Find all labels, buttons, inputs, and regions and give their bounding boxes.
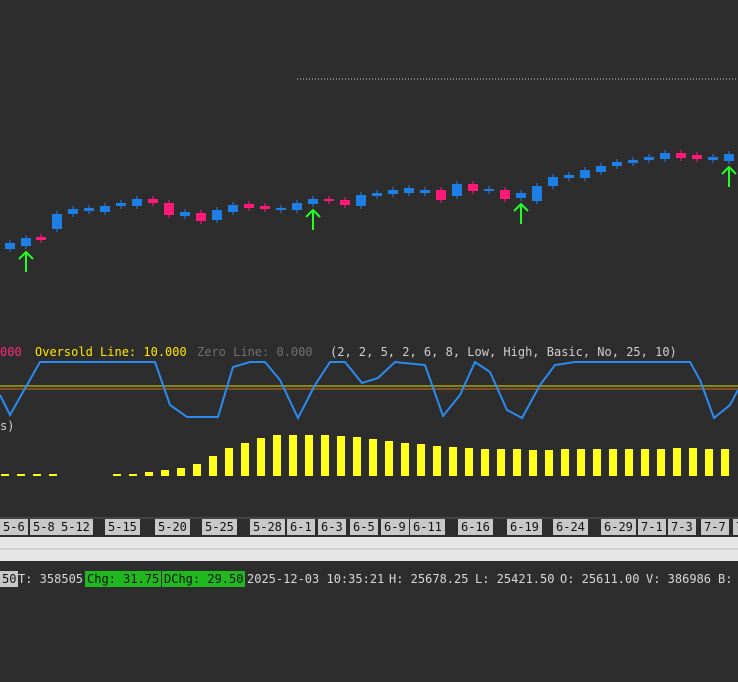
histogram-bar <box>689 448 697 476</box>
date-label: 6-9 <box>381 519 409 535</box>
status-low: L: 25421.50 <box>475 572 555 586</box>
status-time: 2025-12-03 10:35:21 <box>247 572 385 586</box>
date-label: 6-1 <box>287 519 315 535</box>
status-open: O: 25611.00 <box>560 572 640 586</box>
histogram-bar <box>193 464 201 476</box>
status-bid: B: 2 <box>718 572 738 586</box>
histogram-bar <box>145 472 153 476</box>
date-label: 6-29 <box>601 519 636 535</box>
oscillator-line <box>0 360 738 421</box>
histogram-bar <box>385 441 393 476</box>
histogram-bar <box>673 448 681 476</box>
indicator-label: s) <box>0 419 15 433</box>
histogram-bar <box>609 449 617 476</box>
date-label: 5-8 <box>30 519 58 535</box>
legend-params: (2, 2, 5, 2, 6, 8, Low, High, Basic, No,… <box>330 345 677 359</box>
date-label: 5-12 <box>58 519 93 535</box>
status-volume: V: 386986 <box>646 572 712 586</box>
histogram-bar <box>657 449 665 476</box>
date-label: 6-16 <box>458 519 493 535</box>
histogram-bar <box>561 449 569 476</box>
histogram-bar <box>705 449 713 476</box>
status-ticks: T: 358505 <box>18 572 84 586</box>
histogram-bar <box>465 448 473 476</box>
histogram-bar <box>241 443 249 476</box>
date-label: 5-15 <box>105 519 140 535</box>
histogram-bar <box>721 449 729 476</box>
date-label: 6-19 <box>507 519 542 535</box>
status-dchg: DChg: 29.50 <box>162 571 246 587</box>
date-label: 7 <box>733 519 738 535</box>
histogram-bar <box>289 435 297 476</box>
date-label: 6-3 <box>318 519 346 535</box>
signal-arrow <box>305 208 321 230</box>
histogram-bar <box>337 436 345 476</box>
histogram-bar <box>369 439 377 476</box>
histogram-bar <box>433 446 441 476</box>
legend-oversold: Oversold Line: 10.000 <box>35 345 187 359</box>
date-label: 5-25 <box>202 519 237 535</box>
date-label: 5-20 <box>155 519 190 535</box>
histogram-bar <box>33 474 41 476</box>
signal-arrow <box>721 165 737 187</box>
status-last: 50 <box>0 571 19 587</box>
date-label: 7-7 <box>701 519 729 535</box>
histogram-bar <box>481 449 489 476</box>
histogram-bar <box>113 474 121 476</box>
histogram-bar <box>353 437 361 476</box>
date-label: 5-28 <box>250 519 285 535</box>
date-label: 6-24 <box>553 519 588 535</box>
signal-arrow <box>18 250 34 272</box>
legend-overbought: 000 <box>0 345 22 359</box>
legend-zero: Zero Line: 0.000 <box>197 345 313 359</box>
histogram-bar <box>161 470 169 476</box>
histogram-bar <box>497 449 505 476</box>
histogram-bar <box>273 435 281 476</box>
date-label: 6-5 <box>350 519 378 535</box>
histogram-bar <box>401 443 409 476</box>
histogram-bar <box>321 435 329 476</box>
histogram-bar <box>417 444 425 476</box>
histogram-bar <box>529 450 537 476</box>
date-label: 5-6 <box>0 519 28 535</box>
histogram-bar <box>513 449 521 476</box>
histogram-bar <box>1 474 9 476</box>
date-label: 7-1 <box>638 519 666 535</box>
histogram-bar <box>177 468 185 476</box>
histogram-bar <box>257 438 265 476</box>
date-label: 7-3 <box>668 519 696 535</box>
histogram-bar <box>225 448 233 476</box>
histogram-bar <box>49 474 57 476</box>
histogram-bar <box>17 474 25 476</box>
histogram-bar <box>641 449 649 476</box>
status-chg: Chg: 31.75 <box>85 571 162 587</box>
histogram-bar <box>545 450 553 476</box>
histogram-bar <box>449 447 457 476</box>
histogram-bar <box>625 449 633 476</box>
date-label: 6-11 <box>410 519 445 535</box>
histogram-bar <box>593 449 601 476</box>
histogram-bar <box>129 474 137 476</box>
signal-arrow <box>513 202 529 224</box>
histogram-bar <box>209 456 217 476</box>
histogram-bar <box>577 449 585 476</box>
status-high: H: 25678.25 <box>389 572 469 586</box>
histogram-bar <box>305 435 313 476</box>
